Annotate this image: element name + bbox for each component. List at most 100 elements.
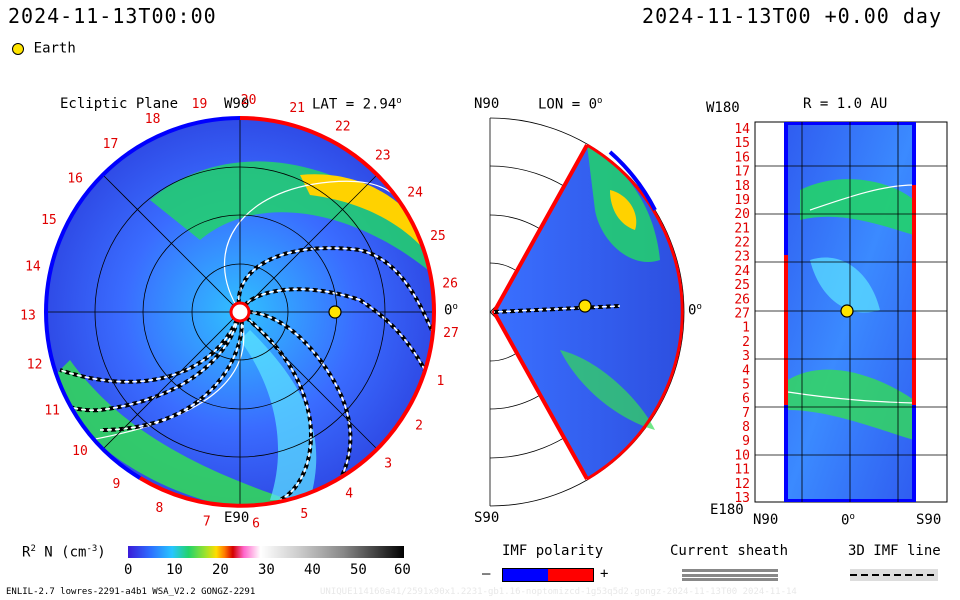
rotation-number-6: 6 <box>252 516 260 531</box>
imf-line-overlay <box>46 247 434 501</box>
rotation-number-19: 19 <box>192 97 208 112</box>
rotation-number-12: 12 <box>27 358 43 373</box>
rotation-number-8: 8 <box>155 501 163 516</box>
rotation-number-21: 21 <box>289 101 305 116</box>
rotation-number-24: 24 <box>407 185 423 200</box>
earth-icon <box>12 42 24 55</box>
rotation-number-9: 9 <box>112 477 120 492</box>
green-stream-band <box>150 161 434 280</box>
earth-marker-r-map <box>840 304 854 318</box>
r-map-y-label-26: 26 <box>734 292 750 307</box>
rotation-number-16: 16 <box>67 172 83 187</box>
r-map-green-top <box>800 179 914 235</box>
r-panel-bottom-left: E180 <box>710 502 744 518</box>
current-sheath-swatch <box>682 569 778 581</box>
earth-marker-ecliptic <box>328 305 342 319</box>
r-map-y-label-1: 1 <box>742 321 750 336</box>
meridional-top-label: N90 <box>474 96 500 112</box>
rotation-number-27: 27 <box>443 326 459 341</box>
r-map-green-bottom <box>788 369 914 440</box>
mag-spiral-white-2 <box>89 311 245 441</box>
r-1au-map-plot: 1415161718192021222324252627123456789101… <box>734 121 948 506</box>
imf-positive-swatch <box>548 569 593 581</box>
r-map-sheath-bottom <box>787 391 915 404</box>
rotation-number-20: 20 <box>241 93 257 108</box>
rotation-number-14: 14 <box>25 260 41 275</box>
rotation-number-15: 15 <box>41 213 57 228</box>
meridional-yellow-region <box>610 190 637 230</box>
r-panel-x-left: N90 <box>753 512 779 528</box>
rotation-number-26: 26 <box>442 277 458 292</box>
r-map-sheath-top <box>809 184 915 211</box>
ecliptic-plane-plot: 19 20212223242526271234567891011121314151… <box>20 93 459 531</box>
ecliptic-boundary-red <box>138 116 437 508</box>
time-right-label: 2024-11-13T00 +0.00 day <box>642 4 942 28</box>
r-map-y-label-22: 22 <box>734 236 750 251</box>
r-map-right-border-blue <box>912 122 916 185</box>
model-info-footer: ENLIL-2.7 lowres-2291-a4b1 WSA_V2.2 GONG… <box>6 587 256 597</box>
meridional-bottom-label: S90 <box>474 510 500 526</box>
meridional-arc-red <box>586 143 684 481</box>
colorbar-tick-60: 60 <box>394 562 411 578</box>
r-map-y-label-7: 7 <box>742 406 750 421</box>
r-map-y-label-12: 12 <box>734 477 750 492</box>
high-density-region <box>300 174 430 245</box>
r-map-y-label-20: 20 <box>734 207 750 222</box>
colorbar-tick-30: 30 <box>258 562 275 578</box>
r-map-y-label-21: 21 <box>734 221 750 236</box>
imf-polarity-title: IMF polarity <box>502 543 604 559</box>
r-map-left-border-red <box>784 255 788 405</box>
ecliptic-top-label: W90 <box>224 96 250 112</box>
imf-minus-label: – <box>482 566 491 582</box>
sun-marker <box>229 301 251 323</box>
r-panel-x-right: S90 <box>916 512 942 528</box>
rotation-number-10: 10 <box>72 444 88 459</box>
ecliptic-rotation-numbers: 19 20212223242526271234567891011121314151… <box>20 93 459 531</box>
meridional-right-label: 0o <box>688 302 702 319</box>
cyan-spiral-band <box>240 330 317 500</box>
r-map-y-label-4: 4 <box>742 363 750 378</box>
r-panel-top-left: W180 <box>706 100 740 116</box>
r-map-grid <box>755 122 947 502</box>
r-map-y-label-10: 10 <box>734 448 750 463</box>
r-map-y-label-8: 8 <box>742 420 750 435</box>
rotation-number-2: 2 <box>415 418 423 433</box>
r-map-right-border-blue-2 <box>912 405 916 502</box>
r-map-y-label-6: 6 <box>742 392 750 407</box>
r-map-y-label-11: 11 <box>734 463 750 478</box>
meridional-arc-blue <box>608 150 657 211</box>
ecliptic-boundary-blue <box>43 116 241 480</box>
r-map-y-label-15: 15 <box>734 136 750 151</box>
r-panel-x-mid: 0o <box>841 512 855 529</box>
rotation-number-23: 23 <box>375 148 391 163</box>
r-map-y-label-23: 23 <box>734 250 750 265</box>
colorbar-tick-40: 40 <box>304 562 321 578</box>
earth-legend: Earth <box>12 38 76 57</box>
r-map-y-label-17: 17 <box>734 165 750 180</box>
imf-negative-swatch <box>503 569 548 581</box>
r-map-y-label-16: 16 <box>734 150 750 165</box>
r-map-right-border-red <box>912 185 916 405</box>
r-map-y-label-14: 14 <box>734 122 750 137</box>
r-map-y-labels: 1415161718192021222324252627123456789101… <box>734 122 750 506</box>
run-info-footer: UNIQUE114160a41/2591x90x1.2231-gb1.16-no… <box>320 587 797 597</box>
colorbar-tick-50: 50 <box>350 562 367 578</box>
r-map-y-label-9: 9 <box>742 434 750 449</box>
earth-label: Earth <box>33 40 76 57</box>
r-map-y-label-19: 19 <box>734 193 750 208</box>
colorbar-tick-10: 10 <box>166 562 183 578</box>
density-colorbar <box>128 546 404 558</box>
ecliptic-title: Ecliptic Plane <box>60 96 179 112</box>
rotation-number-7: 7 <box>203 514 211 529</box>
colorbar-tick-0: 0 <box>124 562 133 578</box>
r-panel-title: R = 1.0 AU <box>803 96 888 112</box>
r-map-cyan-mid <box>810 257 880 313</box>
colorbar-tick-20: 20 <box>212 562 229 578</box>
r-map-y-label-3: 3 <box>742 349 750 364</box>
rotation-number-18: 18 <box>145 112 161 127</box>
ecliptic-lat-label: LAT = 2.94o <box>312 96 402 113</box>
r-map-y-label-24: 24 <box>734 264 750 279</box>
rotation-number-13: 13 <box>20 309 36 324</box>
rotation-number-11: 11 <box>44 403 60 418</box>
rotation-number-22: 22 <box>335 120 351 135</box>
